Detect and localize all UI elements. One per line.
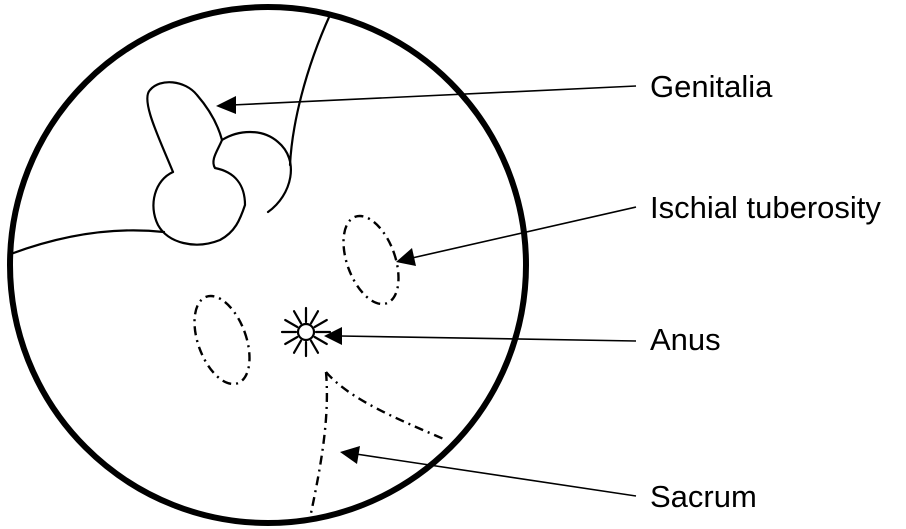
anus-ray	[313, 335, 328, 346]
anus-symbol	[280, 306, 332, 358]
label-anus: Anus	[650, 322, 721, 357]
thigh-crease-line	[10, 229, 166, 257]
ischial-tuberosity-right	[342, 214, 400, 306]
anus-ray	[309, 310, 320, 325]
scrotum-outline	[152, 138, 247, 246]
anus-ray	[292, 310, 303, 325]
ischial-tuberosity-left	[193, 294, 251, 386]
leader-sacrum	[340, 446, 637, 497]
label-genitalia: Genitalia	[650, 69, 773, 104]
label-ischial-tuberosity: Ischial tuberosity	[650, 190, 881, 225]
anus-ray	[309, 339, 320, 354]
label-sacrum: Sacrum	[650, 479, 757, 514]
genitalia-outline	[146, 81, 292, 214]
leader-genitalia	[216, 85, 637, 114]
leader-anus	[324, 327, 637, 345]
anus-ray	[313, 318, 328, 329]
anus-ray	[284, 318, 299, 329]
field-circle	[7, 4, 529, 526]
sacrum-line-left	[308, 371, 329, 519]
anus-ray	[284, 335, 299, 346]
thigh-crease-line-right	[288, 13, 332, 167]
leader-ischial-tuberosity	[396, 206, 637, 266]
sacrum-line-right	[325, 371, 447, 442]
anus-ray	[292, 339, 303, 354]
